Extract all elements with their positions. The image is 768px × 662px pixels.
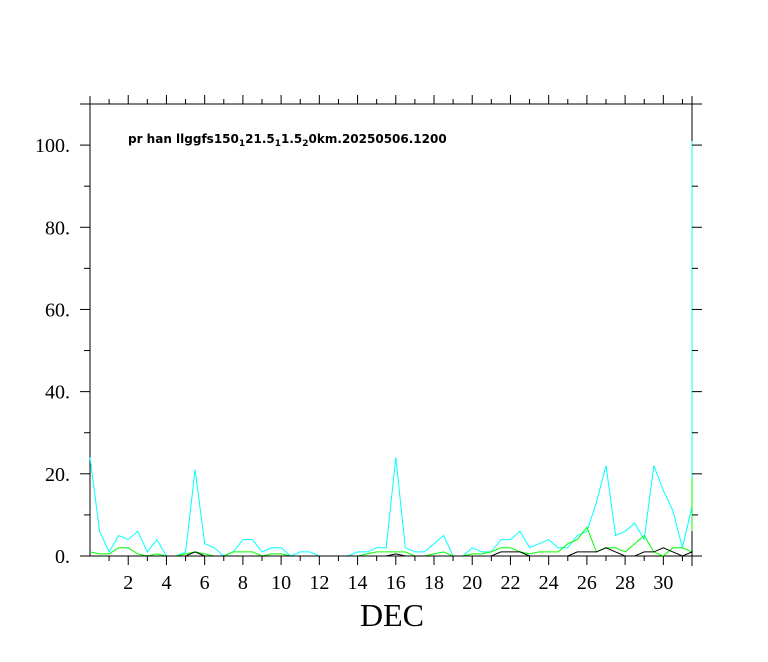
series-layer [89, 141, 693, 557]
x-tick-label: 20 [462, 572, 482, 594]
series-line-1 [89, 477, 693, 557]
y-tick-label: 60. [45, 299, 70, 321]
title-part: 1.5 [281, 132, 302, 146]
x-tick-label: 26 [577, 572, 597, 594]
x-tick-label: 30 [653, 572, 673, 594]
x-tick-label: 2 [123, 572, 133, 594]
title-subscript: 1 [275, 139, 281, 149]
x-tick-label: 16 [386, 572, 406, 594]
x-tick-label: 8 [238, 572, 248, 594]
title-part: 0km.20250506.1200 [309, 132, 447, 146]
ticks-layer [80, 95, 702, 565]
x-tick-label: 12 [309, 572, 329, 594]
y-tick-label: 20. [45, 464, 70, 486]
y-tick-label: 80. [45, 217, 70, 239]
series-line-0 [89, 141, 693, 557]
y-tick-label: 0. [55, 546, 70, 568]
y-tick-label: 40. [45, 382, 70, 404]
series-line-2 [90, 531, 693, 557]
x-tick-label: 22 [500, 572, 520, 594]
title-subscript: 1 [239, 139, 245, 149]
x-tick-label: 4 [161, 572, 171, 594]
x-tick-label: 28 [615, 572, 635, 594]
title-subscript: 2 [302, 139, 308, 149]
x-tick-label: 6 [200, 572, 210, 594]
title-part: pr han llggfs150 [128, 132, 239, 146]
x-tick-label: 18 [424, 572, 444, 594]
x-tick-label: 10 [271, 572, 291, 594]
x-tick-label: 14 [348, 572, 368, 594]
plot-frame [80, 96, 702, 566]
x-axis-title: DEC [360, 597, 424, 633]
y-tick-label: 100. [35, 135, 70, 157]
title-part: 21.5 [245, 132, 275, 146]
tick-labels: 2 4 6 8 10 12 14 16 18 20 22 24 26 28 300.20.40.60.80.… [35, 135, 673, 594]
x-tick-label: 24 [539, 572, 559, 594]
chart-title: pr han llggfs150121.511.520km.20250506.1… [128, 132, 447, 149]
